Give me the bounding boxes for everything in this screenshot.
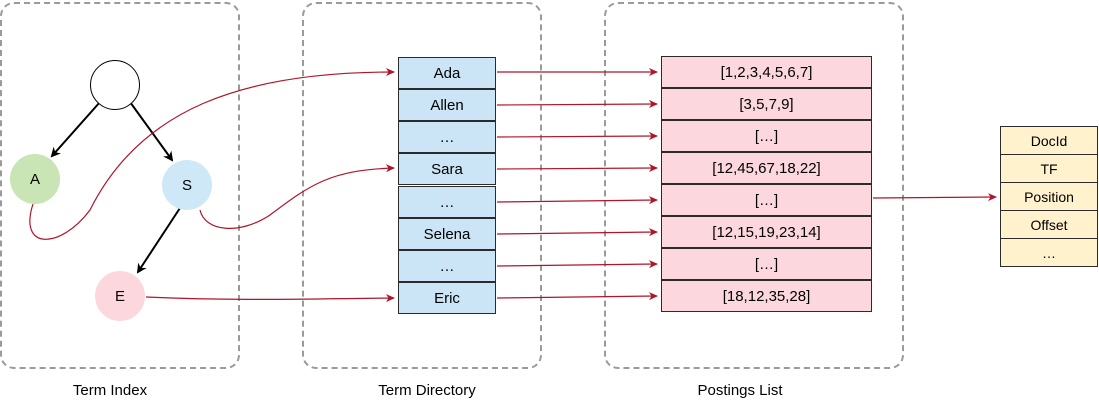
term-directory-panel	[302, 2, 542, 369]
postings-cell-1: [1,2,3,4,5,6,7]	[661, 56, 872, 88]
link-row-7	[496, 260, 658, 269]
link-row-2	[496, 100, 658, 109]
postings-list-panel	[604, 2, 904, 369]
postings-cell-5: […]	[661, 184, 872, 216]
attribute-position: Position	[1000, 182, 1098, 211]
link-row-8	[496, 292, 658, 301]
tree-node-a: A	[10, 154, 60, 204]
postings-cell-4: [12,45,67,18,22]	[661, 152, 872, 184]
attribute-offset: Offset	[1000, 210, 1098, 239]
link-e-to-eric	[145, 294, 395, 303]
postings-cell-7: […]	[661, 248, 872, 280]
attribute-tf: TF	[1000, 154, 1098, 183]
postings-cell-6: [12,15,19,23,14]	[661, 216, 872, 248]
caption-term-directory: Term Directory	[378, 382, 476, 399]
postings-cell-2: [3,5,7,9]	[661, 88, 872, 120]
link-a-to-ada	[29, 68, 395, 240]
directory-cell-ellipsis-2: …	[398, 186, 496, 218]
caption-postings-list: Postings List	[697, 382, 783, 399]
tree-node-s: S	[162, 160, 212, 210]
link-s-to-sara	[199, 164, 395, 229]
directory-cell-selena: Selena	[398, 218, 496, 250]
tree-node-e: E	[95, 271, 145, 321]
link-row-5	[496, 196, 658, 205]
link-postings-to-attributes	[872, 193, 997, 202]
tree-edge-s-e	[136, 207, 181, 274]
attribute-ellipsis: …	[1000, 238, 1098, 267]
postings-cell-8: [18,12,35,28]	[661, 280, 872, 312]
tree-edge-root-a	[50, 101, 101, 158]
tree-edge-root-s	[129, 101, 174, 162]
directory-cell-eric: Eric	[398, 282, 496, 314]
directory-cell-ada: Ada	[398, 57, 496, 89]
directory-cell-sara: Sara	[398, 153, 496, 185]
tree-root-node	[90, 60, 140, 110]
postings-cell-3: […]	[661, 120, 872, 152]
caption-term-index: Term Index	[72, 382, 148, 399]
term-index-panel	[0, 2, 240, 369]
attribute-docid: DocId	[1000, 126, 1098, 155]
directory-cell-allen: Allen	[398, 89, 496, 121]
link-row-6	[496, 228, 658, 237]
directory-cell-ellipsis-3: …	[398, 250, 496, 282]
link-row-4	[496, 164, 658, 173]
directory-cell-ellipsis-1: …	[398, 121, 496, 153]
link-row-3	[496, 132, 658, 141]
